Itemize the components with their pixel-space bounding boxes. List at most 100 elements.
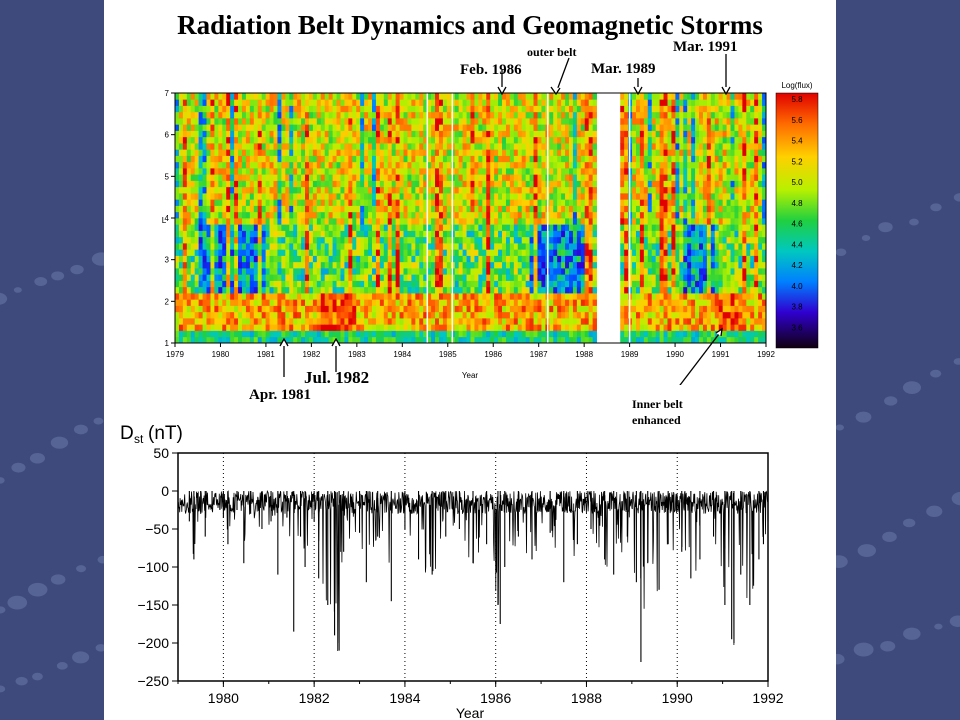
heatmap-cell (344, 118, 349, 125)
heatmap-cell (584, 280, 590, 288)
heatmap-cell (328, 311, 333, 319)
heatmap-cell (253, 211, 259, 219)
heatmap-cell (411, 243, 416, 250)
heatmap-cell (265, 218, 270, 225)
heatmap-cell (395, 168, 400, 175)
heatmap-cell (324, 118, 330, 125)
heatmap-cell (584, 99, 590, 106)
heatmap-cell (431, 249, 436, 256)
heatmap-cell (438, 286, 444, 294)
heatmap-cell (427, 111, 432, 119)
heatmap-cell (525, 136, 530, 144)
heatmap-cell (312, 230, 318, 238)
heatmap-cell (218, 161, 223, 169)
heatmap-cell (533, 249, 538, 256)
heatmap-cell (498, 255, 503, 263)
heatmap-cell (572, 261, 578, 269)
heatmap-cell (241, 193, 247, 200)
heatmap-cell (175, 118, 180, 125)
heatmap-cell (572, 299, 578, 306)
heatmap-cell (403, 149, 408, 156)
heatmap-cell (265, 118, 270, 125)
heatmap-cell (277, 124, 282, 131)
heatmap-cell (202, 211, 207, 219)
heatmap-cell (533, 161, 538, 169)
heatmap-cell (395, 318, 400, 325)
heatmap-cell (513, 161, 519, 169)
heatmap-cell (182, 143, 188, 150)
heatmap-cell (529, 305, 534, 313)
decor-bead (857, 544, 876, 557)
heatmap-cell (356, 330, 361, 338)
heatmap-cell (521, 243, 527, 250)
heatmap-cell (241, 318, 247, 325)
heatmap-cell (407, 249, 412, 256)
heatmap-cell (442, 293, 448, 300)
heatmap-cell (273, 124, 278, 131)
heatmap-cell (391, 161, 397, 169)
heatmap-cell (541, 186, 546, 194)
heatmap-cell (328, 336, 333, 344)
heatmap-cell (588, 168, 594, 175)
heatmap-cell (592, 236, 597, 244)
heatmap-cell (537, 143, 542, 150)
heatmap-cell (395, 193, 400, 200)
heatmap-cell (198, 311, 203, 319)
heatmap-cell (490, 136, 495, 144)
heatmap-cell (226, 336, 231, 344)
heatmap-cell (490, 93, 495, 100)
heatmap-cell (273, 249, 278, 256)
heatmap-cell (482, 186, 487, 194)
heatmap-cell (427, 149, 432, 156)
heatmap-cell (391, 180, 397, 188)
heatmap-cell (391, 336, 397, 344)
heatmap-cell (533, 311, 538, 319)
heatmap-cell (565, 280, 570, 288)
heatmap-cell (320, 118, 326, 125)
heatmap-cell (391, 111, 397, 119)
heatmap-cell (671, 186, 676, 194)
heatmap-cell (238, 336, 243, 344)
heatmap-cell (576, 274, 582, 281)
heatmap-cell (442, 130, 448, 138)
heatmap-cell (277, 249, 282, 256)
heatmap-cell (301, 336, 306, 344)
heatmap-cell (458, 249, 464, 256)
heatmap-cell (175, 268, 180, 275)
heatmap-cell (588, 205, 594, 213)
heatmap-cell (427, 330, 432, 338)
heatmap-cell (663, 180, 668, 188)
heatmap-cell (470, 261, 475, 269)
heatmap-cell (438, 180, 444, 188)
heatmap-cell (435, 111, 440, 119)
heatmap-cell (289, 149, 294, 156)
heatmap-cell (470, 311, 475, 319)
heatmap-cell (541, 193, 546, 200)
heatmap-cell (190, 136, 196, 144)
heatmap-cell (565, 249, 570, 256)
heatmap-cell (234, 93, 239, 100)
heatmap-cell (356, 218, 361, 225)
heatmap-cell (198, 118, 203, 125)
heatmap-cell (320, 261, 326, 269)
heatmap-cell (561, 105, 566, 113)
heatmap-cell (238, 230, 243, 238)
heatmap-cell (285, 236, 290, 244)
heatmap-cell (466, 186, 471, 194)
heatmap-cell (565, 255, 570, 263)
heatmap-cell (525, 130, 530, 138)
heatmap-cell (620, 243, 625, 250)
heatmap-cell (423, 99, 428, 106)
heatmap-cell (265, 161, 270, 169)
heatmap-cell (435, 274, 440, 281)
heatmap-cell (584, 130, 590, 138)
heatmap-cell (301, 111, 306, 119)
heatmap-cell (446, 136, 452, 144)
heatmap-cell (332, 218, 337, 225)
heatmap-cell (383, 93, 389, 100)
heatmap-cell (663, 161, 668, 169)
heatmap-cell (647, 286, 653, 294)
heatmap-cell (486, 149, 491, 156)
heatmap-cell (435, 261, 440, 269)
heatmap-cell (521, 286, 527, 294)
